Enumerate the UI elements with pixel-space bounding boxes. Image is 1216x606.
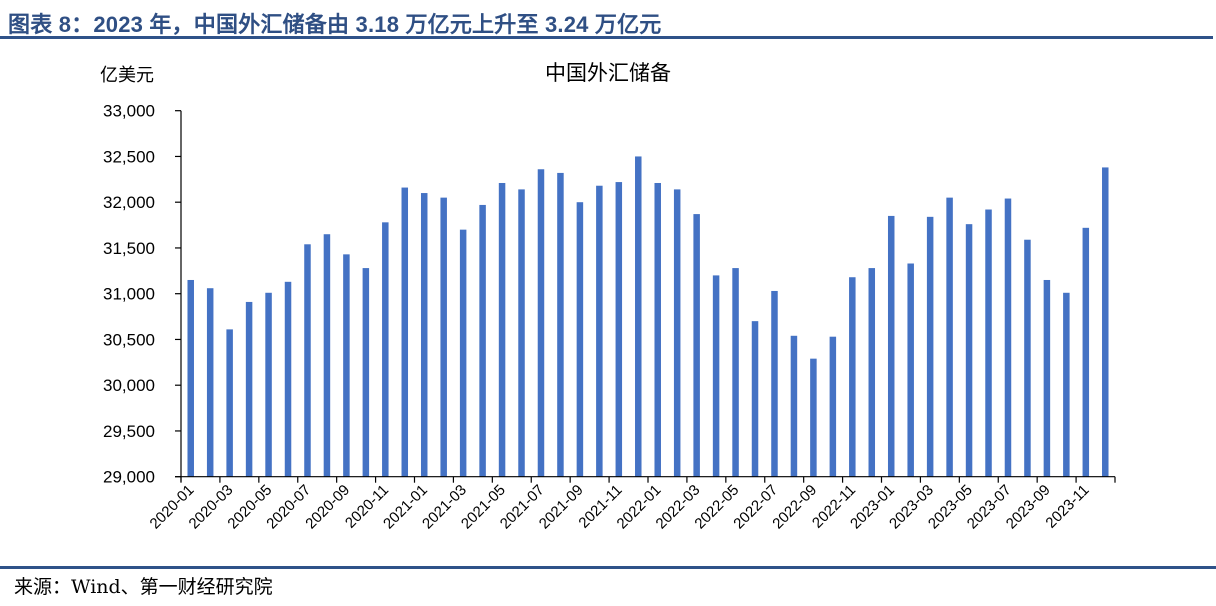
y-tick-label: 32,000 xyxy=(103,193,155,212)
footer-divider xyxy=(0,566,1216,569)
header-divider xyxy=(0,36,1213,39)
bar-2022-05 xyxy=(732,268,739,477)
bar-2022-07 xyxy=(771,290,778,477)
bar-2023-03 xyxy=(926,216,934,477)
y-tick-label: 29,000 xyxy=(103,468,155,487)
bar-2021-07 xyxy=(537,169,545,477)
bar-2022-06 xyxy=(751,321,759,477)
bar-2021-03 xyxy=(459,229,467,477)
y-tick-label: 30,000 xyxy=(103,376,155,395)
y-tick-label: 33,000 xyxy=(103,102,155,121)
y-tick-label: 30,500 xyxy=(103,330,155,349)
bar-2022-03 xyxy=(693,214,700,477)
bar-2023-02 xyxy=(907,263,914,477)
bar-2021-04 xyxy=(479,204,486,477)
bar-2020-06 xyxy=(284,281,292,477)
bar-2021-06 xyxy=(518,189,525,477)
y-tick-label: 29,500 xyxy=(103,422,155,441)
bar-2022-09 xyxy=(810,358,817,477)
figure-caption: 图表 8：2023 年，中国外汇储备由 3.18 万亿元上升至 3.24 万亿元 xyxy=(8,12,662,37)
bar-2021-01 xyxy=(420,193,428,477)
bar-2020-02 xyxy=(206,288,214,477)
bar-2022-04 xyxy=(712,275,720,477)
chart-title-wrap: 中国外汇储备 xyxy=(0,57,1216,87)
bar-2021-05 xyxy=(498,182,506,477)
chart-title: 中国外汇储备 xyxy=(545,62,671,85)
bar-2023-07 xyxy=(1004,198,1012,477)
bars xyxy=(187,156,1109,477)
y-axis-unit-label: 亿美元 xyxy=(100,65,154,85)
bar-2022-12 xyxy=(868,268,876,477)
bar-2023-04 xyxy=(946,197,953,477)
bar-2021-02 xyxy=(440,197,447,477)
bar-2020-12 xyxy=(401,187,409,477)
source-note: 来源：Wind、第一财经研究院 xyxy=(14,576,273,598)
bar-2023-06 xyxy=(985,209,992,477)
bar-2021-09 xyxy=(576,202,584,477)
bar-2023-08 xyxy=(1024,239,1031,477)
y-tick-label: 32,500 xyxy=(103,147,155,166)
bar-2023-12 xyxy=(1102,167,1109,477)
bar-2020-08 xyxy=(323,234,331,477)
bar-2021-08 xyxy=(557,172,564,477)
bar-2023-01 xyxy=(887,215,895,477)
bar-2023-11 xyxy=(1082,227,1090,477)
bar-2020-01 xyxy=(187,279,194,477)
bar-2023-10 xyxy=(1063,292,1070,477)
bar-2020-04 xyxy=(245,301,253,477)
x-tick-label: 2023-11 xyxy=(1042,482,1092,532)
bar-2020-10 xyxy=(362,268,370,477)
bar-2022-10 xyxy=(829,336,837,477)
bar-2023-09 xyxy=(1043,279,1051,477)
bar-2022-11 xyxy=(849,277,856,477)
bar-2020-09 xyxy=(343,254,350,477)
bar-2020-03 xyxy=(226,329,233,477)
bar-2020-05 xyxy=(265,292,272,477)
x-axis: 2020-012020-032020-052020-072020-092020-… xyxy=(147,476,1116,532)
bar-2021-12 xyxy=(635,156,642,477)
bar-2023-05 xyxy=(965,224,973,477)
y-tick-label: 31,500 xyxy=(103,239,155,258)
bar-chart: 29,000 29,500 30,000 30,500 31,000 31,500 32,0… xyxy=(103,102,1116,532)
bar-2022-08 xyxy=(790,335,798,477)
bar-2021-11 xyxy=(615,182,623,477)
y-tick-label: 31,000 xyxy=(103,285,155,304)
bar-2022-01 xyxy=(654,182,661,477)
bar-2022-02 xyxy=(673,189,681,477)
y-axis: 29,000 29,500 30,000 30,500 31,000 31,500 32,0… xyxy=(103,102,182,487)
bar-2020-07 xyxy=(304,244,311,477)
bar-2021-10 xyxy=(596,185,603,477)
bar-2020-11 xyxy=(382,222,389,477)
